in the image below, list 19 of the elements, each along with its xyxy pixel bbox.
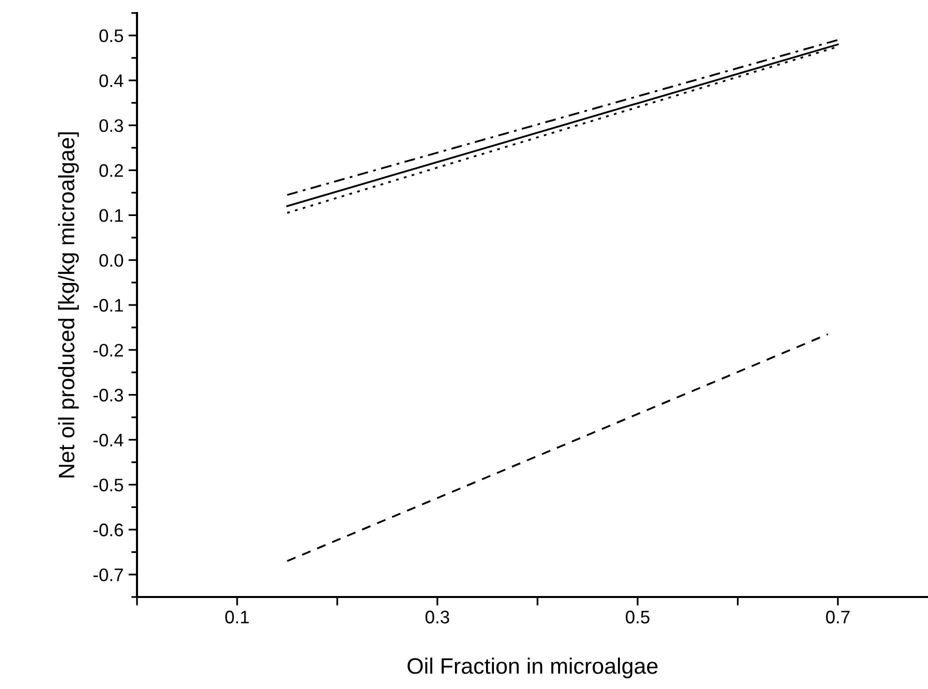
y-axis-title: Net oil produced [kg/kg microalgae] <box>58 132 79 478</box>
y-tick-label: 0.2 <box>99 164 123 177</box>
y-tick-label: -0.6 <box>94 524 124 536</box>
x-tick-label: 0.3 <box>426 610 450 624</box>
x-tick-label: 0.1 <box>225 610 249 624</box>
y-tick-label: -0.5 <box>94 478 124 492</box>
y-tick-label: -0.3 <box>94 388 124 402</box>
x-axis-title: Oil Fraction in microalgae <box>408 658 658 678</box>
y-tick-label: 0.3 <box>99 119 124 132</box>
y-tick-label: 0.5 <box>99 29 124 42</box>
y-tick-label: -0.4 <box>94 434 124 446</box>
y-tick-label: -0.7 <box>94 568 123 582</box>
y-tick-label: 0.0 <box>99 254 124 267</box>
y-tick-label: -0.1 <box>94 298 123 312</box>
x-tick-label: 0.5 <box>626 610 650 624</box>
y-tick-label: -0.2 <box>94 344 123 357</box>
y-tick-label: 0.4 <box>99 74 124 88</box>
y-tick-label: 0.1 <box>99 209 123 222</box>
x-tick-label: 0.7 <box>826 610 850 624</box>
